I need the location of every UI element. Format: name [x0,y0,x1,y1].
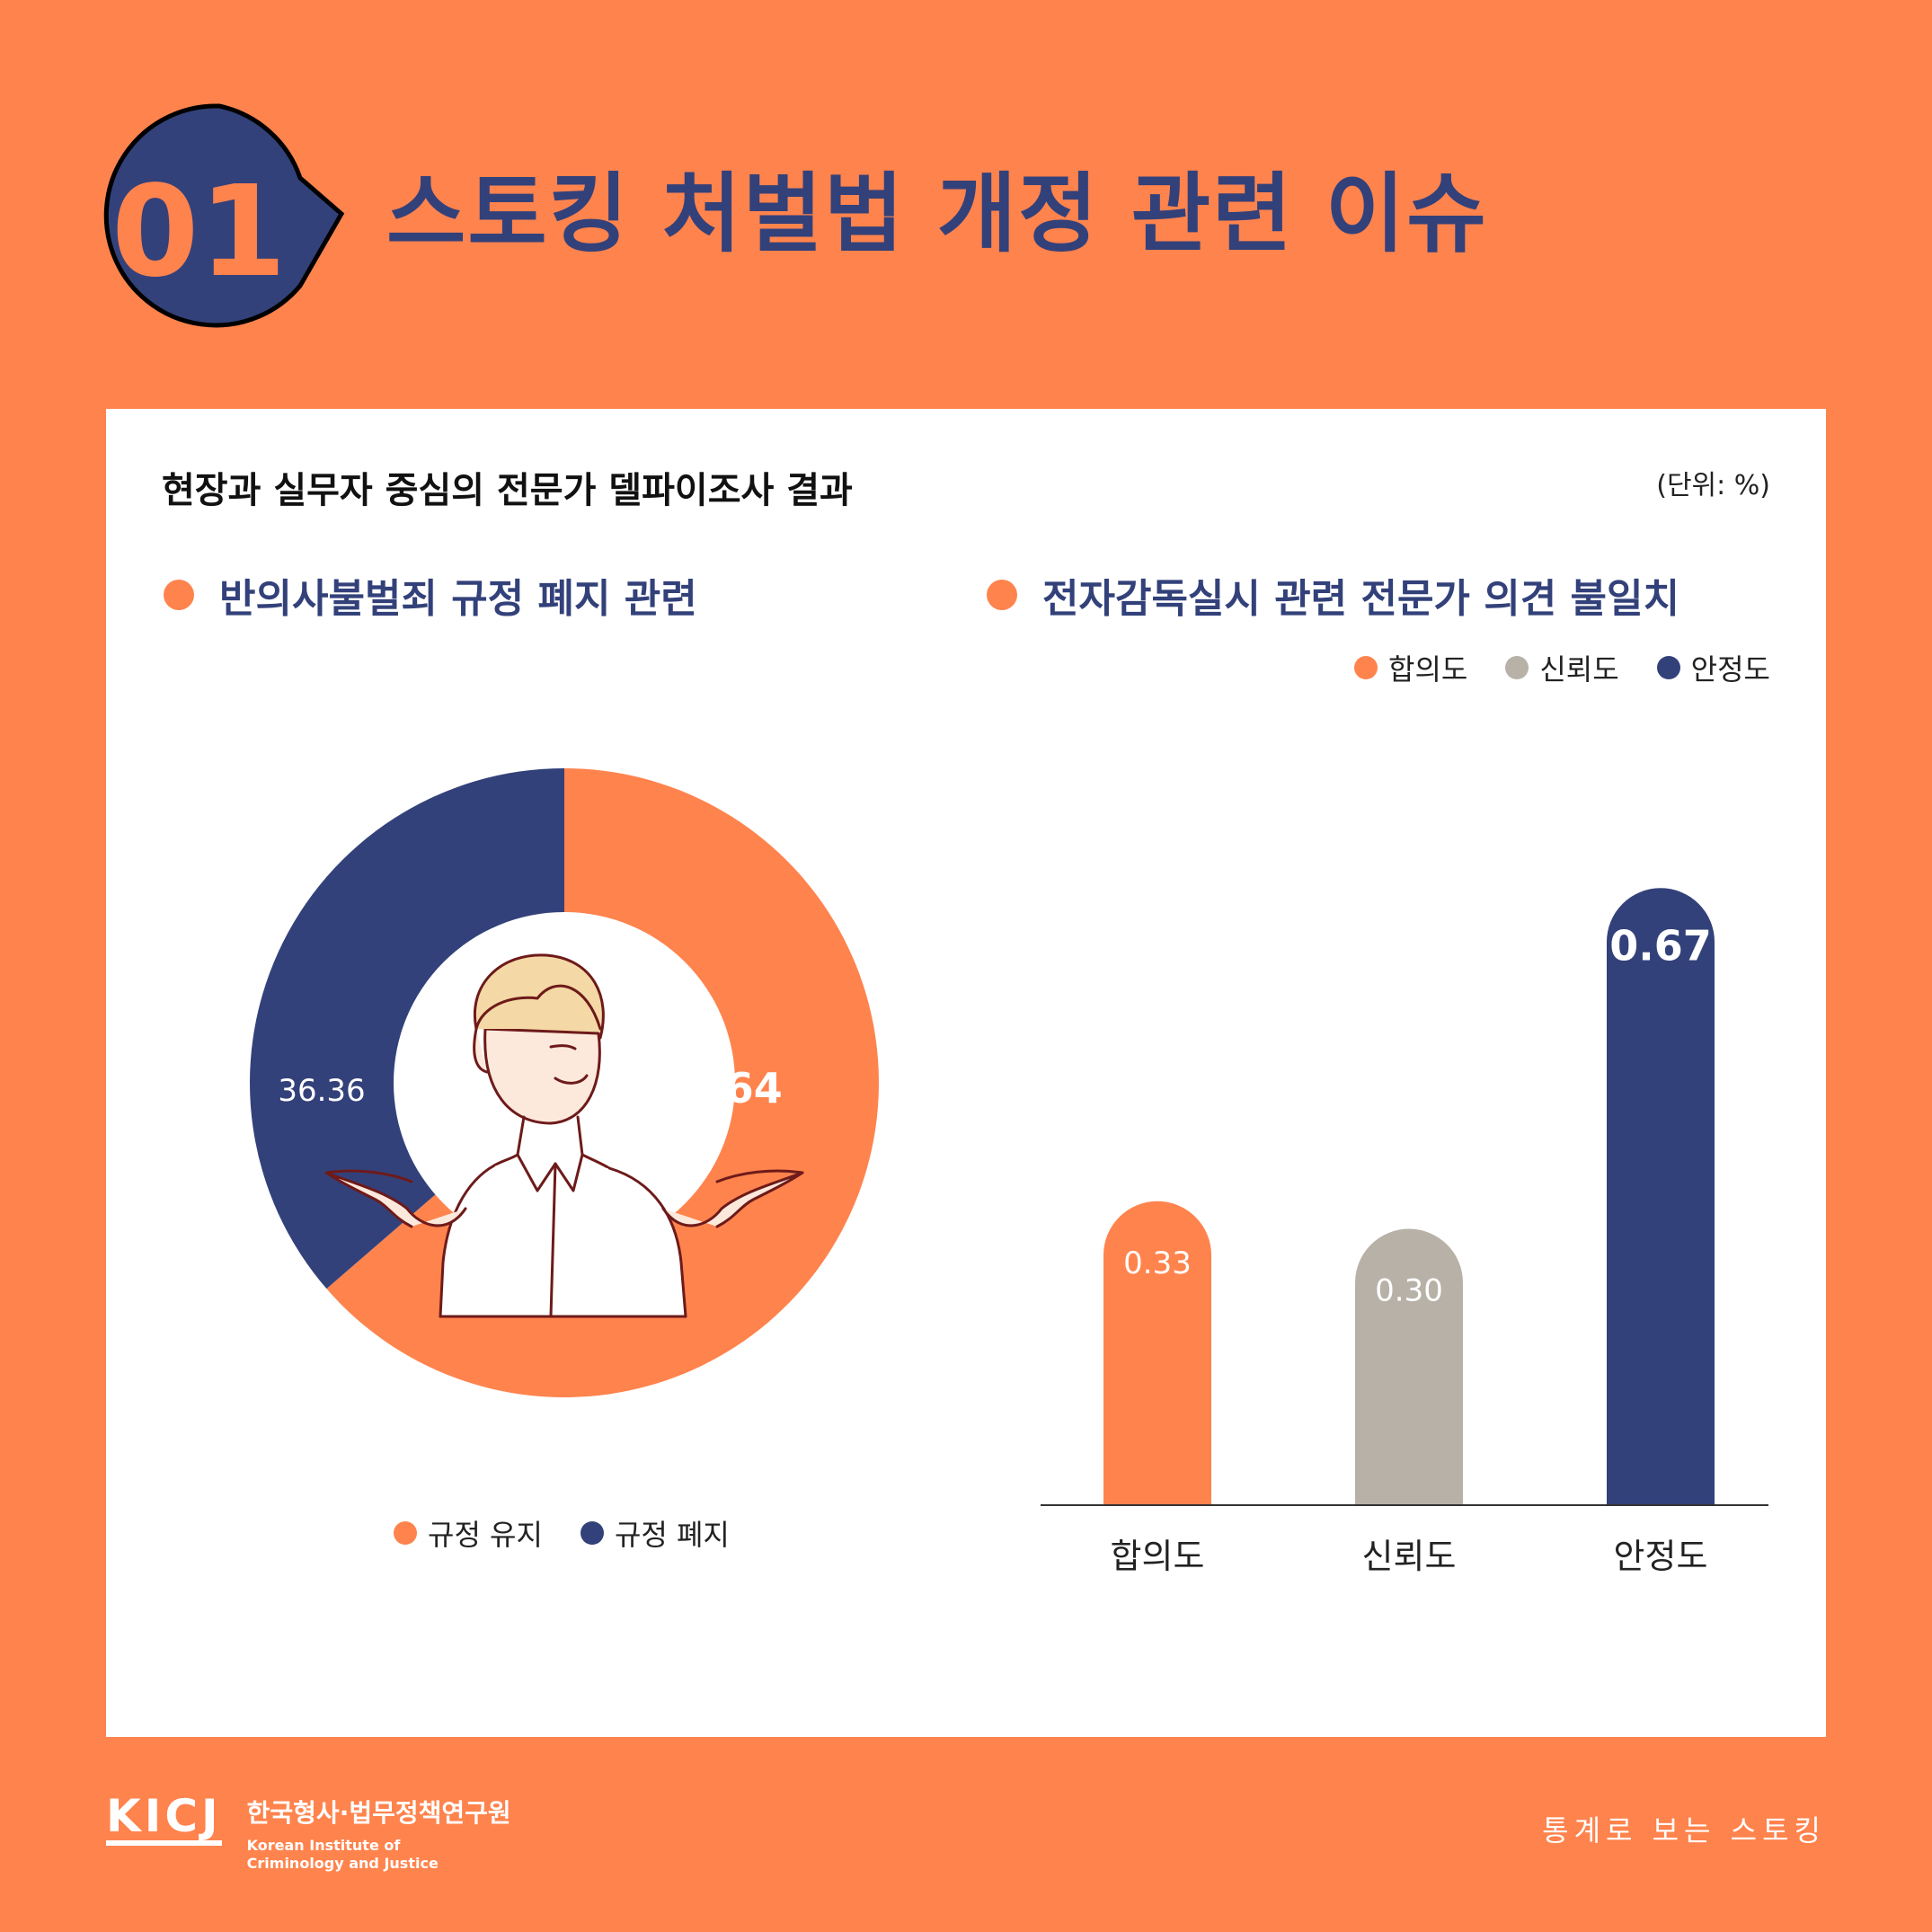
legend-item-agreement: 합의도 [1354,647,1467,688]
org-korean: 한국형사·법무정책연구원 [246,1798,511,1828]
legend-label: 합의도 [1388,652,1468,687]
legend-label: 규정 폐지 [614,1518,730,1552]
donut-legend: 규정 유지 규정 폐지 [394,1512,730,1554]
bullet-dot-icon [164,580,194,610]
legend-dot-icon [1505,656,1529,679]
org-english-line1: Korean Institute of [246,1837,401,1854]
bar-value-label-stability: 0.67 [1609,921,1712,970]
org-name: 한국형사·법무정책연구원 Korean Institute of Crimino… [247,1794,511,1873]
donut-value-label-maintain: 63.64 [651,1064,783,1112]
badge-number: 01 [111,159,287,306]
legend-item-maintain: 규정 유지 [394,1512,543,1554]
legend-dot-icon [394,1521,417,1545]
unit-label: (단위: %) [1656,470,1770,501]
shrugging-man-icon [324,953,804,1318]
legend-dot-icon [1656,656,1680,679]
content-card: 현장과 실무자 중심의 전문가 델파이조사 결과 (단위: %) 반의사불벌죄 … [106,409,1826,1737]
legend-label: 규정 유지 [428,1518,543,1552]
bar-category-label-reliability: 신뢰도 [1362,1537,1457,1576]
bar-value-label-agreement: 0.33 [1123,1245,1192,1281]
legend-label: 안정도 [1690,652,1770,687]
page-title: 스토킹 처벌법 개정 관련 이슈 [386,164,1488,264]
donut-value-label-abolish: 36.36 [278,1073,365,1109]
bar-section-title: 전자감독실시 관련 전문가 의견 불일치 [987,566,1679,624]
footer-logo: KICJ 한국형사·법무정책연구원 Korean Institute of Cr… [106,1794,511,1873]
survey-title: 현장과 실무자 중심의 전문가 델파이조사 결과 [162,470,853,511]
legend-item-stability: 안정도 [1656,647,1770,688]
donut-section-label: 반의사불벌죄 규정 폐지 관련 [219,576,697,622]
bar-agreement [1103,1201,1211,1505]
bar-reliability [1355,1228,1463,1505]
bar-legend: 합의도 신뢰도 안정도 [1354,647,1770,688]
legend-label: 신뢰도 [1539,652,1619,687]
bullet-dot-icon [987,580,1017,610]
kicj-logo: KICJ [106,1794,222,1846]
bar-chart: 0.33 0.30 0.67 합의도 신뢰도 안정도 [1041,768,1777,1631]
org-english-line2: Criminology and Justice [246,1855,439,1872]
legend-item-abolish: 규정 폐지 [580,1512,730,1554]
org-english: Korean Institute of Criminology and Just… [247,1837,511,1873]
bar-category-label-agreement: 합의도 [1111,1537,1205,1576]
donut-chart: 63.64 36.36 [241,759,888,1406]
bar-stability [1607,888,1715,1505]
series-name: 통계로 보는 스토킹 [1542,1813,1826,1848]
legend-dot-icon [580,1521,604,1545]
bar-value-label-reliability: 0.30 [1375,1273,1443,1309]
number-badge: 01 [93,99,417,332]
legend-dot-icon [1354,656,1378,679]
bar-category-label-stability: 안정도 [1614,1537,1708,1576]
bar-section-label: 전자감독실시 관련 전문가 의견 불일치 [1042,576,1679,622]
donut-section-title: 반의사불벌죄 규정 폐지 관련 [164,566,697,624]
legend-item-reliability: 신뢰도 [1505,647,1619,688]
